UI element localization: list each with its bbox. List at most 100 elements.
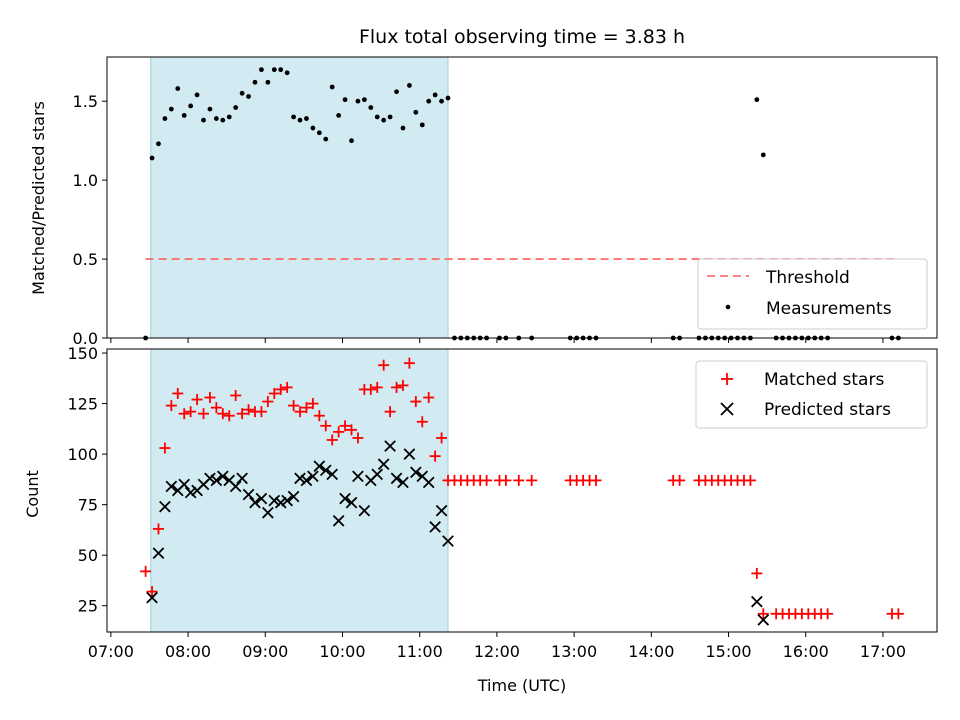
matched-star-point: [371, 381, 383, 393]
x-tick-label: 17:00: [860, 642, 906, 661]
measurement-point: [310, 125, 316, 131]
measurements-series: [143, 67, 901, 341]
measurement-point: [361, 97, 367, 103]
measurement-point: [336, 113, 342, 118]
measurement-point: [368, 105, 374, 110]
measurement-point: [194, 92, 200, 98]
matched-star-point: [243, 404, 255, 416]
matched-star-point: [751, 567, 763, 579]
predicted-star-point: [751, 595, 763, 608]
predicted-star-point: [429, 521, 441, 533]
matched-stars-series: [140, 357, 904, 620]
predicted-star-point: [345, 496, 358, 509]
measurement-point: [220, 117, 226, 123]
x-tick-label: 08:00: [165, 642, 211, 661]
top-x-axis-ticks: [110, 338, 884, 343]
measurement-point: [265, 79, 271, 85]
measurement-point: [201, 117, 206, 123]
measurement-point: [162, 116, 168, 121]
matched-star-point: [159, 442, 171, 454]
matched-star-point: [275, 383, 287, 395]
x-axis-label: Time (UTC): [477, 676, 566, 695]
matched-star-point: [165, 400, 177, 412]
bottom-y-tick-label: 150: [67, 344, 98, 363]
predicted-star-point: [146, 591, 158, 604]
legend-predicted-label: Predicted stars: [764, 400, 891, 420]
predicted-stars-series: [146, 440, 770, 626]
predicted-star-point: [371, 468, 384, 481]
bottom-panel: 25 50 75 100 125 150 07:00 08:00 09:00 10:00 11:0…: [23, 344, 938, 695]
measurement-point: [168, 106, 174, 112]
measurement-point: [246, 94, 251, 99]
measurement-point: [316, 130, 322, 136]
matched-star-point: [333, 426, 345, 438]
measurement-point: [175, 86, 181, 91]
top-legend: Threshold Measurements: [697, 258, 928, 330]
x-tick-label: 14:00: [628, 642, 674, 661]
predicted-star-point: [390, 472, 403, 485]
predicted-star-point: [204, 472, 216, 485]
bottom-panel-shaded-region: [150, 348, 449, 633]
measurement-point: [233, 105, 239, 110]
top-legend-box: [697, 258, 928, 330]
matched-star-point: [892, 608, 904, 620]
predicted-star-point: [410, 466, 422, 479]
top-y-tick-label: 0.5: [73, 250, 98, 269]
matched-star-point: [255, 406, 267, 418]
matched-star-point: [429, 450, 441, 462]
matched-star-point: [288, 400, 300, 412]
measurement-point: [278, 67, 284, 73]
predicted-star-point: [403, 448, 416, 460]
predicted-star-point: [255, 492, 268, 505]
measurement-point: [760, 152, 766, 158]
matched-star-point: [339, 420, 351, 432]
predicted-star-point: [313, 460, 326, 473]
x-tick-label: 15:00: [705, 642, 751, 661]
measurement-point: [439, 98, 444, 104]
predicted-star-point: [294, 472, 306, 485]
measurement-point: [355, 98, 361, 104]
bottom-y-tick-label: 25: [78, 597, 98, 616]
measurement-point: [213, 116, 219, 121]
x-tick-label: 10:00: [319, 642, 365, 661]
predicted-star-point: [442, 535, 454, 547]
matched-star-point: [822, 608, 834, 620]
measurement-point: [426, 98, 432, 104]
predicted-star-point: [249, 496, 261, 509]
matched-star-point: [198, 408, 210, 420]
top-y-tick-label: 0.0: [73, 329, 98, 348]
top-y-tick-label: 1.0: [73, 171, 98, 190]
figure-title: Flux total observing time = 3.83 h: [359, 26, 685, 48]
predicted-star-point: [377, 458, 390, 471]
predicted-star-point: [184, 486, 197, 499]
matched-star-point: [294, 406, 306, 418]
legend-predicted-swatch: [720, 402, 734, 416]
matched-star-point: [513, 474, 525, 486]
measurement-point: [349, 138, 354, 144]
predicted-star-point: [326, 468, 339, 481]
measurement-point: [239, 90, 245, 96]
predicted-star-point: [281, 494, 293, 507]
matched-star-point: [204, 392, 216, 404]
predicted-star-point: [236, 472, 248, 485]
x-tick-label: 07:00: [88, 642, 134, 661]
matched-star-point: [410, 396, 422, 408]
predicted-star-point: [352, 470, 364, 483]
matched-star-point: [172, 387, 184, 399]
predicted-star-point: [229, 480, 242, 493]
measurement-point: [259, 67, 264, 73]
matched-star-point: [146, 586, 158, 598]
legend-measurements-swatch: [725, 304, 731, 310]
measurement-point: [400, 125, 406, 131]
predicted-star-point: [435, 504, 448, 517]
predicted-star-point: [300, 474, 313, 487]
x-tick-label: 16:00: [783, 642, 829, 661]
measurement-point: [407, 83, 412, 88]
measurement-point: [271, 67, 277, 73]
matched-star-point: [307, 398, 319, 410]
matched-star-point: [268, 387, 280, 399]
predicted-star-point: [358, 504, 371, 517]
matched-star-point: [378, 359, 390, 371]
matched-star-point: [178, 408, 190, 420]
bottom-legend: Matched stars Predicted stars: [695, 360, 928, 429]
